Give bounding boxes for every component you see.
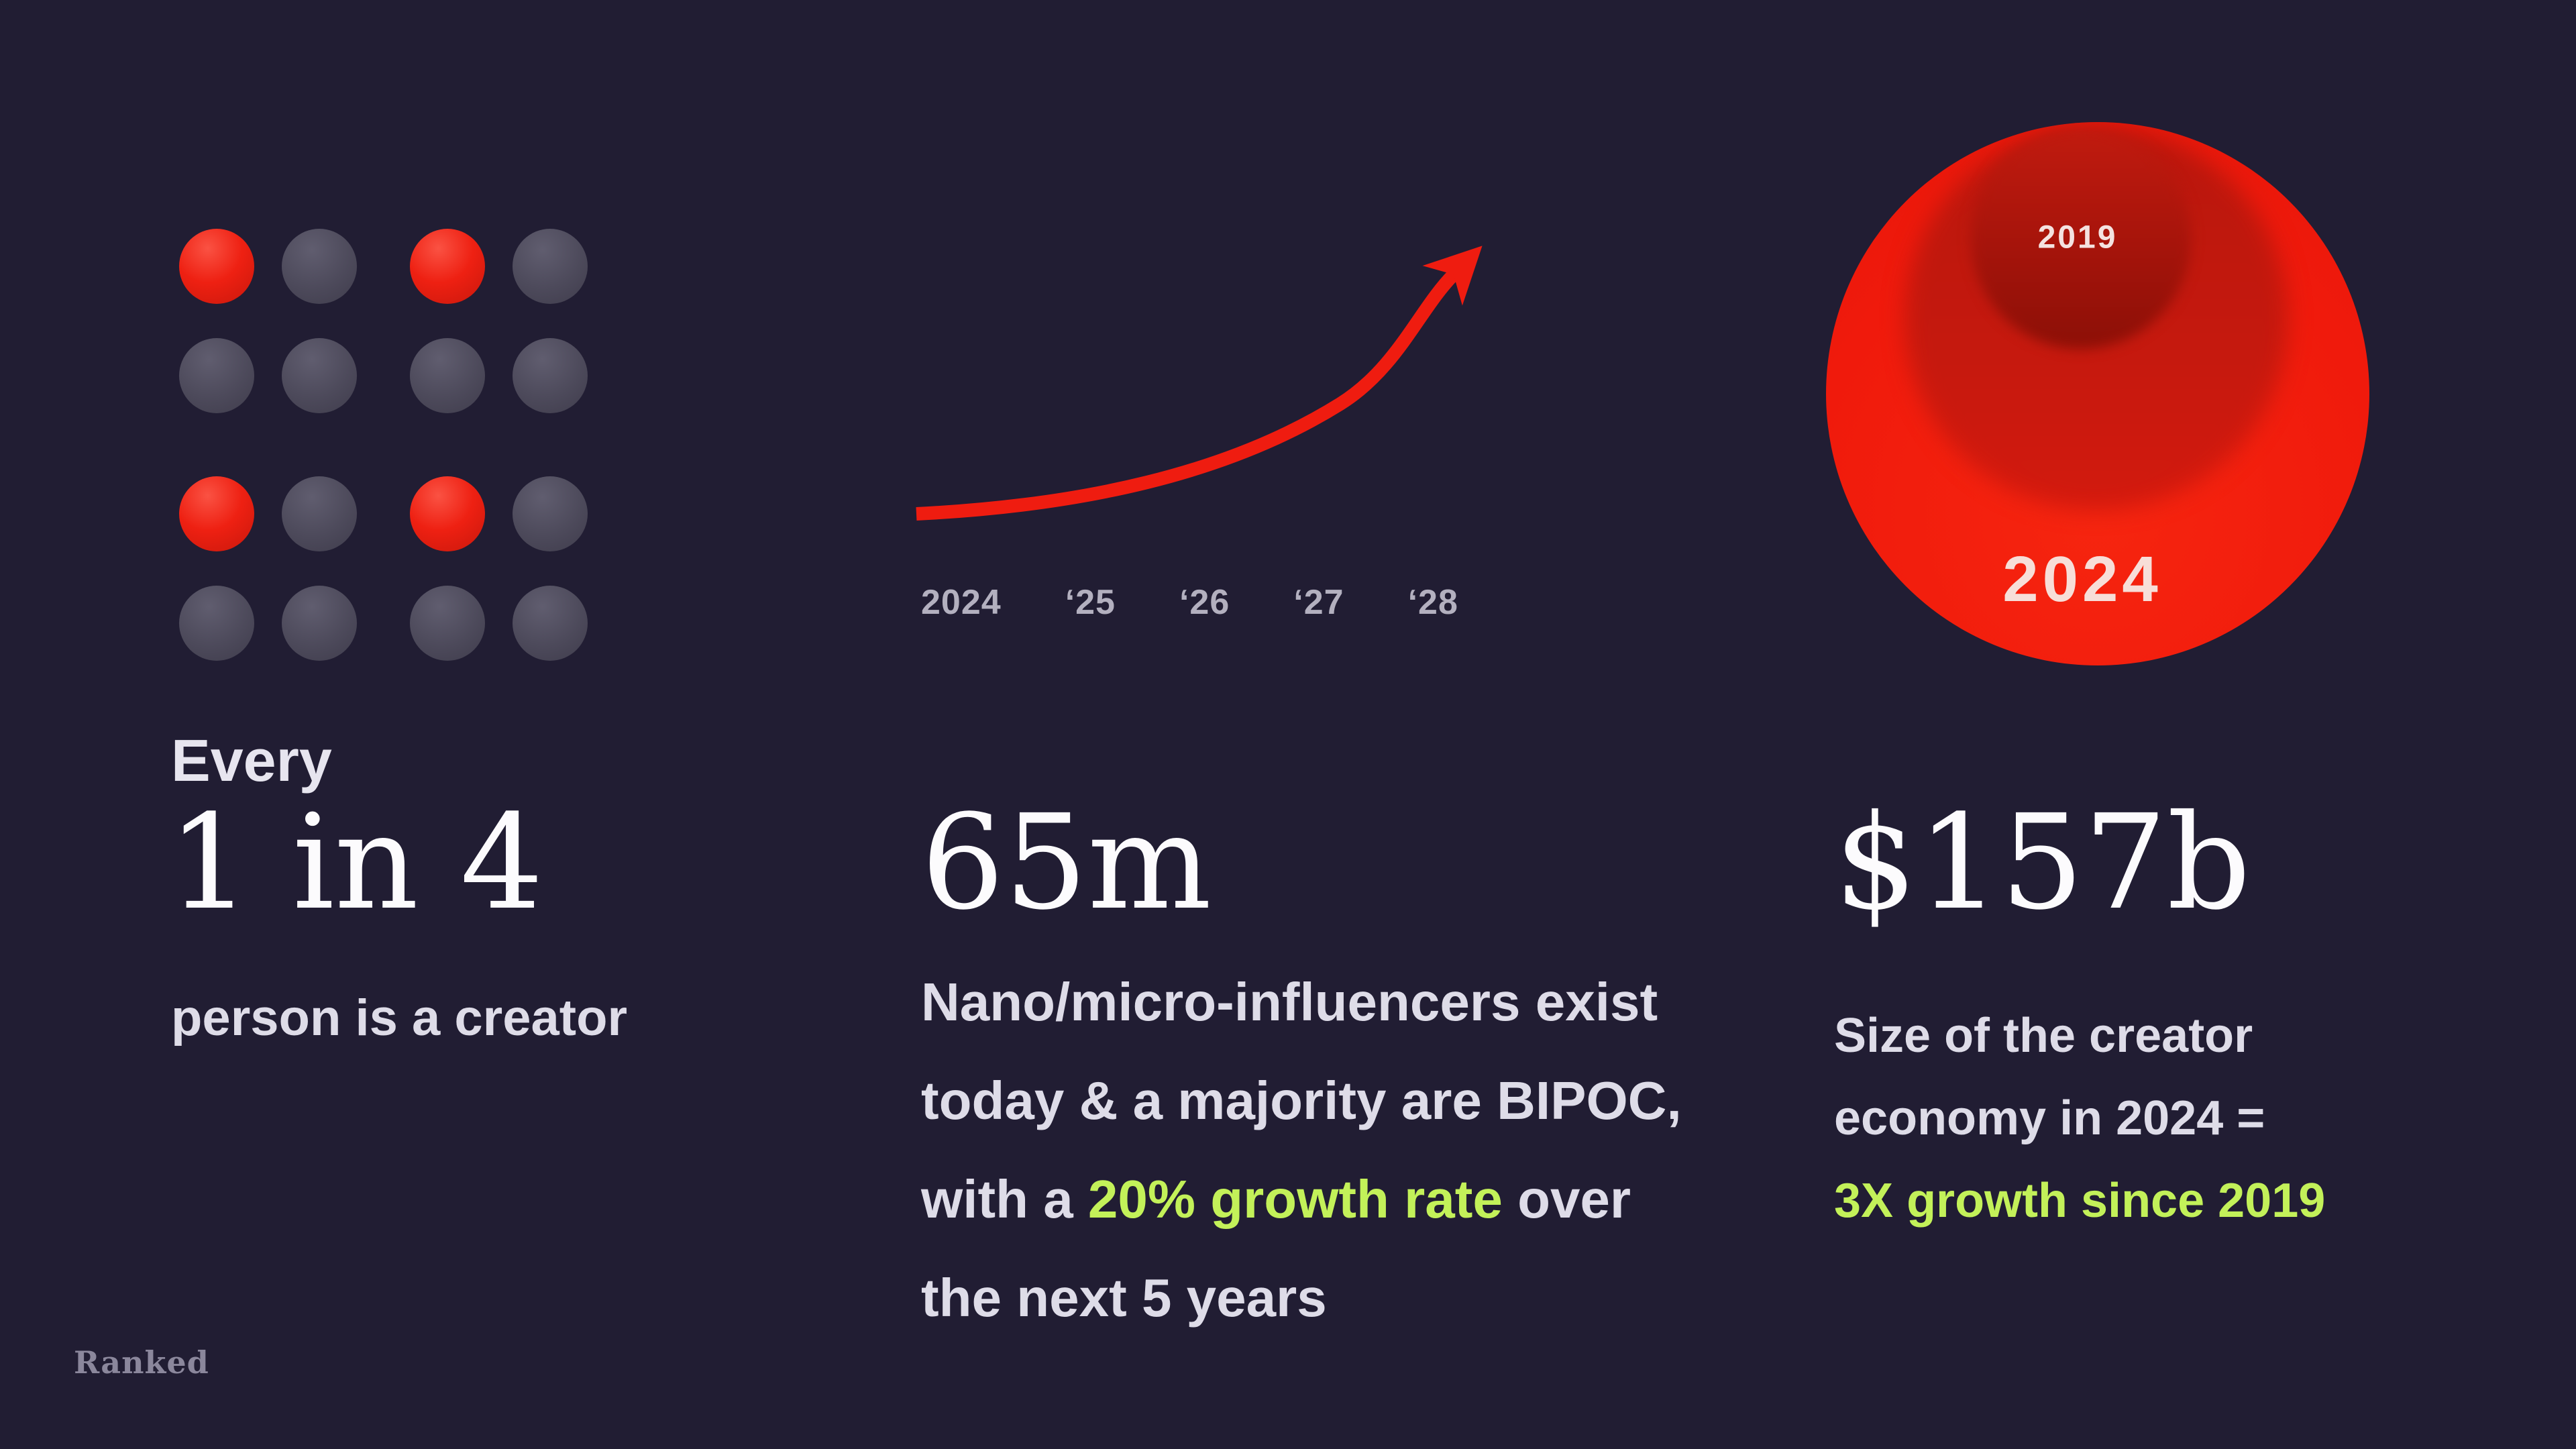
- left-stat-value: 1 in 4: [168, 786, 544, 938]
- axis-tick-label: ‘27: [1293, 583, 1344, 622]
- middle-stat-value: 65m: [921, 786, 1212, 938]
- pictogram-dot: [282, 476, 357, 551]
- bubble-2019: [1971, 129, 2191, 349]
- left-kicker-label: Every: [171, 727, 332, 794]
- pictogram-dot: [282, 338, 357, 413]
- axis-tick-label: ‘26: [1179, 583, 1230, 622]
- pictogram-dot-creator: [410, 229, 485, 304]
- bubble-2019-label: 2019: [2037, 219, 2118, 256]
- creator-ratio-pictogram: [179, 229, 592, 665]
- text-line: Nano/micro-influencers exist: [921, 953, 1682, 1051]
- bubble-2024: 2019 2024: [1826, 122, 2369, 665]
- text-segment: economy in 2024 =: [1834, 1091, 2265, 1145]
- axis-tick-label: ‘28: [1407, 583, 1458, 622]
- text-line: today & a majority are BIPOC,: [921, 1051, 1682, 1150]
- axis-tick-label: ‘25: [1065, 583, 1116, 622]
- middle-description: Nano/micro-influencers exist today & a ma…: [921, 953, 1682, 1347]
- text-segment: with a: [921, 1169, 1088, 1229]
- pictogram-dot: [513, 586, 588, 661]
- left-caption: person is a creator: [171, 989, 628, 1046]
- pictogram-dot-creator: [179, 476, 254, 551]
- pictogram-dot: [282, 586, 357, 661]
- pictogram-dot: [282, 229, 357, 304]
- text-segment: Size of the creator: [1834, 1009, 2253, 1063]
- text-line: economy in 2024 =: [1834, 1077, 2325, 1160]
- pictogram-dot-creator: [179, 229, 254, 304]
- chart-x-axis: 2024 ‘25 ‘26 ‘27 ‘28: [921, 585, 1458, 620]
- brand-logo: Ranked: [74, 1344, 209, 1381]
- pictogram-dot: [179, 338, 254, 413]
- pictogram-dot: [410, 338, 485, 413]
- right-stat-value: $157b: [1834, 786, 2251, 938]
- text-segment: the next 5 years: [921, 1268, 1327, 1328]
- text-segment: today & a majority are BIPOC,: [921, 1071, 1682, 1130]
- pictogram-dot: [410, 586, 485, 661]
- pictogram-dot: [513, 476, 588, 551]
- growth-arrow-icon: [916, 246, 1483, 521]
- bubble-2024-label: 2024: [2002, 543, 2162, 615]
- pictogram-dot: [513, 338, 588, 413]
- pictogram-dot: [179, 586, 254, 661]
- text-line: 3X growth since 2019: [1834, 1160, 2325, 1242]
- text-line: with a 20% growth rate over: [921, 1150, 1682, 1248]
- pictogram-dot: [513, 229, 588, 304]
- pictogram-dot-creator: [410, 476, 485, 551]
- right-description: Size of the creator economy in 2024 = 3X g…: [1834, 995, 2325, 1242]
- text-segment: Nano/micro-influencers exist: [921, 972, 1658, 1032]
- text-segment: over: [1502, 1169, 1631, 1229]
- highlighted-text: 20% growth rate: [1087, 1169, 1503, 1229]
- highlighted-text: 3X growth since 2019: [1834, 1174, 2326, 1228]
- text-line: Size of the creator: [1834, 995, 2325, 1077]
- axis-tick-label: 2024: [921, 583, 1002, 622]
- text-line: the next 5 years: [921, 1248, 1682, 1347]
